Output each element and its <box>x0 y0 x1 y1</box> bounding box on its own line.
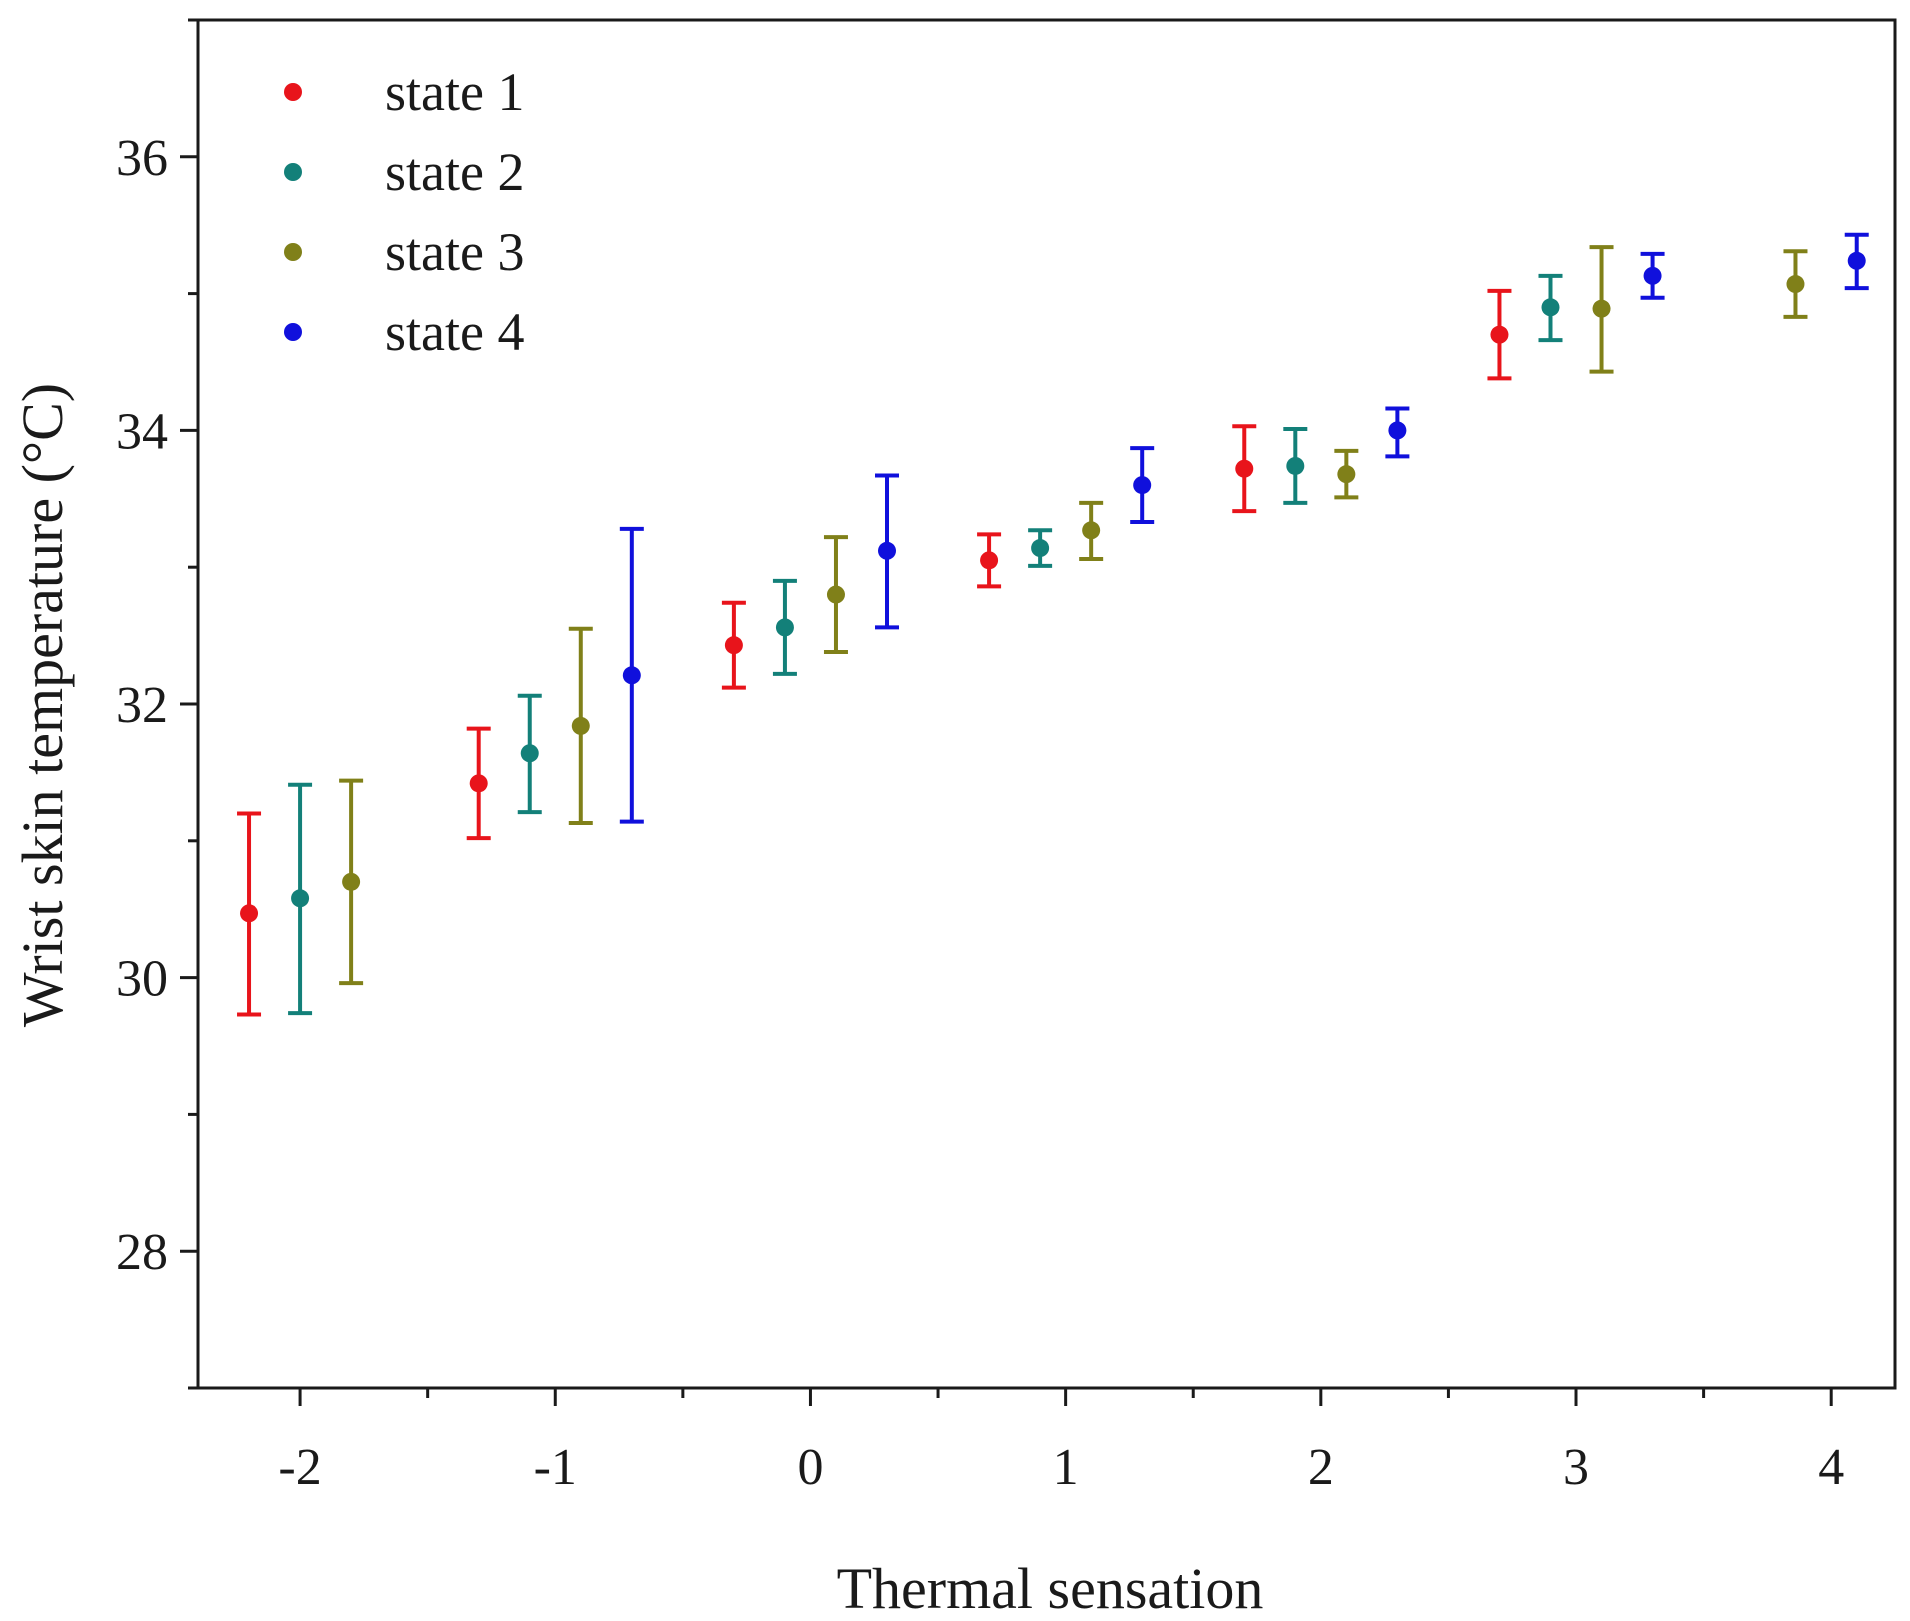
data-point <box>291 889 310 908</box>
series-state-1 <box>237 288 1512 1017</box>
x-tick-label: -1 <box>534 1439 577 1496</box>
y-axis: 28 30 32 34 36 <box>116 18 198 1390</box>
x-tick-label: 2 <box>1308 1439 1334 1496</box>
legend-marker <box>284 243 302 261</box>
y-axis-title: Wrist skin temperature (°C) <box>10 383 75 1027</box>
data-point <box>1337 465 1356 484</box>
data-point <box>1082 521 1101 540</box>
data-point <box>1286 456 1305 475</box>
data-point <box>342 872 361 891</box>
x-tick-label: -2 <box>278 1439 321 1496</box>
y-tick-label: 36 <box>116 130 168 187</box>
y-tick-label: 34 <box>116 403 168 460</box>
legend-label: state 2 <box>385 142 524 202</box>
legend-label: state 4 <box>385 302 524 362</box>
x-axis-title: Thermal sensation <box>837 1556 1264 1621</box>
legend-label: state 3 <box>385 222 524 282</box>
series-state-2 <box>288 273 1563 1016</box>
data-point <box>1643 266 1662 285</box>
data-point <box>1541 298 1560 317</box>
data-point <box>980 551 999 570</box>
x-tick-label: 3 <box>1563 1439 1589 1496</box>
y-tick-label: 28 <box>116 1224 168 1281</box>
x-axis: -2 -1 0 1 2 3 4 <box>278 1388 1844 1496</box>
data-point <box>520 744 539 763</box>
x-tick-label: 1 <box>1053 1439 1079 1496</box>
data-point <box>1133 476 1152 495</box>
data-point <box>1031 539 1050 558</box>
data-point <box>724 636 743 655</box>
legend-label: state 1 <box>385 62 524 122</box>
data-point <box>878 541 897 560</box>
legend-marker <box>284 323 302 341</box>
series-state-4 <box>619 232 1869 824</box>
y-tick-label: 32 <box>116 677 168 734</box>
legend: state 1 state 2 state 3 state 4 <box>284 62 524 362</box>
data-point <box>1235 459 1254 478</box>
x-tick-label: 0 <box>797 1439 823 1496</box>
data-point <box>240 904 259 923</box>
data-point <box>1592 299 1611 318</box>
data-point <box>1388 421 1407 440</box>
series-state-3 <box>339 245 1808 986</box>
legend-marker <box>284 83 302 101</box>
data-point <box>571 716 590 735</box>
data-point <box>826 585 845 604</box>
y-tick-label: 30 <box>116 951 168 1008</box>
x-tick-label: 4 <box>1818 1439 1844 1496</box>
data-point <box>622 666 641 685</box>
data-point <box>775 618 794 637</box>
series-layer <box>237 232 1869 1017</box>
data-point <box>1786 275 1805 294</box>
data-point <box>469 774 488 793</box>
data-point <box>1847 251 1866 270</box>
legend-marker <box>284 163 302 181</box>
data-point <box>1490 325 1509 344</box>
